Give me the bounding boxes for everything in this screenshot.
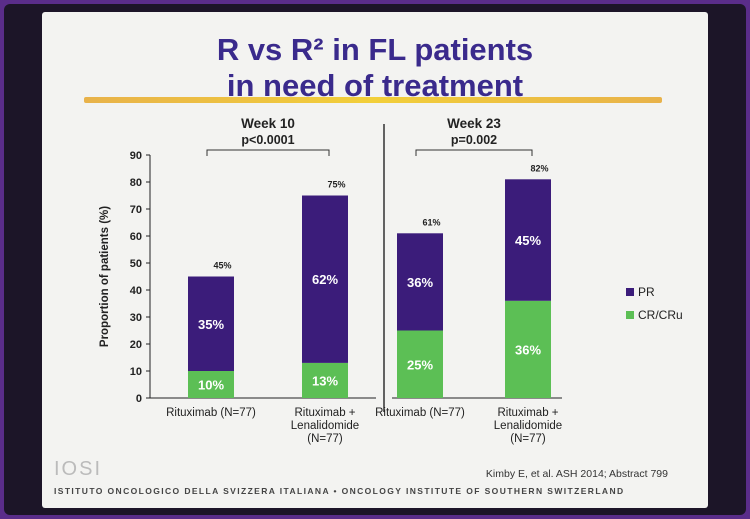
x-category-label: Rituximab +	[497, 407, 558, 419]
x-category-label: Rituximab (N=77)	[375, 407, 465, 419]
x-category-label: Rituximab +	[294, 407, 355, 419]
x-category-label: (N=77)	[307, 433, 343, 445]
y-tick-label: 10	[130, 366, 142, 378]
total-value-label: 82%	[530, 163, 548, 173]
legend-swatch	[626, 288, 634, 296]
bar-cr-segment	[505, 300, 551, 398]
p-value: p=0.002	[451, 133, 497, 147]
y-tick-label: 90	[130, 150, 142, 162]
cr-value-label: 36%	[515, 342, 541, 357]
y-tick-label: 30	[130, 312, 142, 324]
x-category-label: Rituximab (N=77)	[166, 407, 256, 419]
bar-cr-segment	[188, 371, 234, 398]
total-value-label: 45%	[213, 261, 231, 271]
y-tick-label: 0	[136, 393, 142, 405]
group-title: Week 23	[447, 116, 501, 131]
pr-value-label: 62%	[312, 272, 338, 287]
bar-cr-segment	[302, 362, 348, 398]
legend-swatch	[626, 311, 634, 319]
p-value: p<0.0001	[241, 133, 294, 147]
y-tick-label: 80	[130, 177, 142, 189]
iosi-logo: IOSI	[54, 458, 103, 480]
legend-label: CR/CRu	[638, 308, 683, 322]
y-tick-label: 40	[130, 285, 142, 297]
title-line-1: R vs R² in FL patients	[216, 32, 534, 67]
title-underline	[84, 97, 662, 103]
cr-value-label: 25%	[407, 357, 433, 372]
slide: R vs R² in FL patients in need of treatm…	[42, 12, 708, 508]
x-category-label: Lenalidomide	[291, 420, 359, 432]
cr-value-label: 10%	[198, 378, 224, 393]
institute-footer: ISTITUTO ONCOLOGICO DELLA SVIZZERA ITALI…	[54, 486, 625, 496]
pr-value-label: 45%	[515, 233, 541, 248]
bar-pr-segment	[188, 276, 234, 371]
y-tick-label: 50	[130, 258, 142, 270]
pr-value-label: 36%	[407, 275, 433, 290]
total-value-label: 61%	[422, 217, 440, 227]
group-title: Week 10	[241, 116, 295, 131]
y-tick-label: 70	[130, 204, 142, 216]
source-citation: Kimby E, et al. ASH 2014; Abstract 799	[485, 468, 668, 480]
x-category-label: Lenalidomide	[494, 420, 562, 432]
bar-pr-segment	[302, 195, 348, 363]
bar-pr-segment	[505, 179, 551, 301]
y-axis-title: Proportion of patients (%)	[99, 206, 111, 347]
bar-pr-segment	[397, 233, 443, 331]
total-value-label: 75%	[327, 180, 345, 190]
y-tick-label: 20	[130, 339, 142, 351]
x-category-label: (N=77)	[510, 433, 546, 445]
legend-label: PR	[638, 285, 655, 299]
pr-value-label: 35%	[198, 317, 224, 332]
cr-value-label: 13%	[312, 373, 338, 388]
y-tick-label: 60	[130, 231, 142, 243]
response-chart: 0 10 20 30 40 50 60 70 80 90 Proportion of patient…	[99, 116, 683, 445]
bar-cr-segment	[397, 330, 443, 398]
significance-bracket	[206, 149, 330, 156]
significance-bracket	[415, 149, 533, 156]
